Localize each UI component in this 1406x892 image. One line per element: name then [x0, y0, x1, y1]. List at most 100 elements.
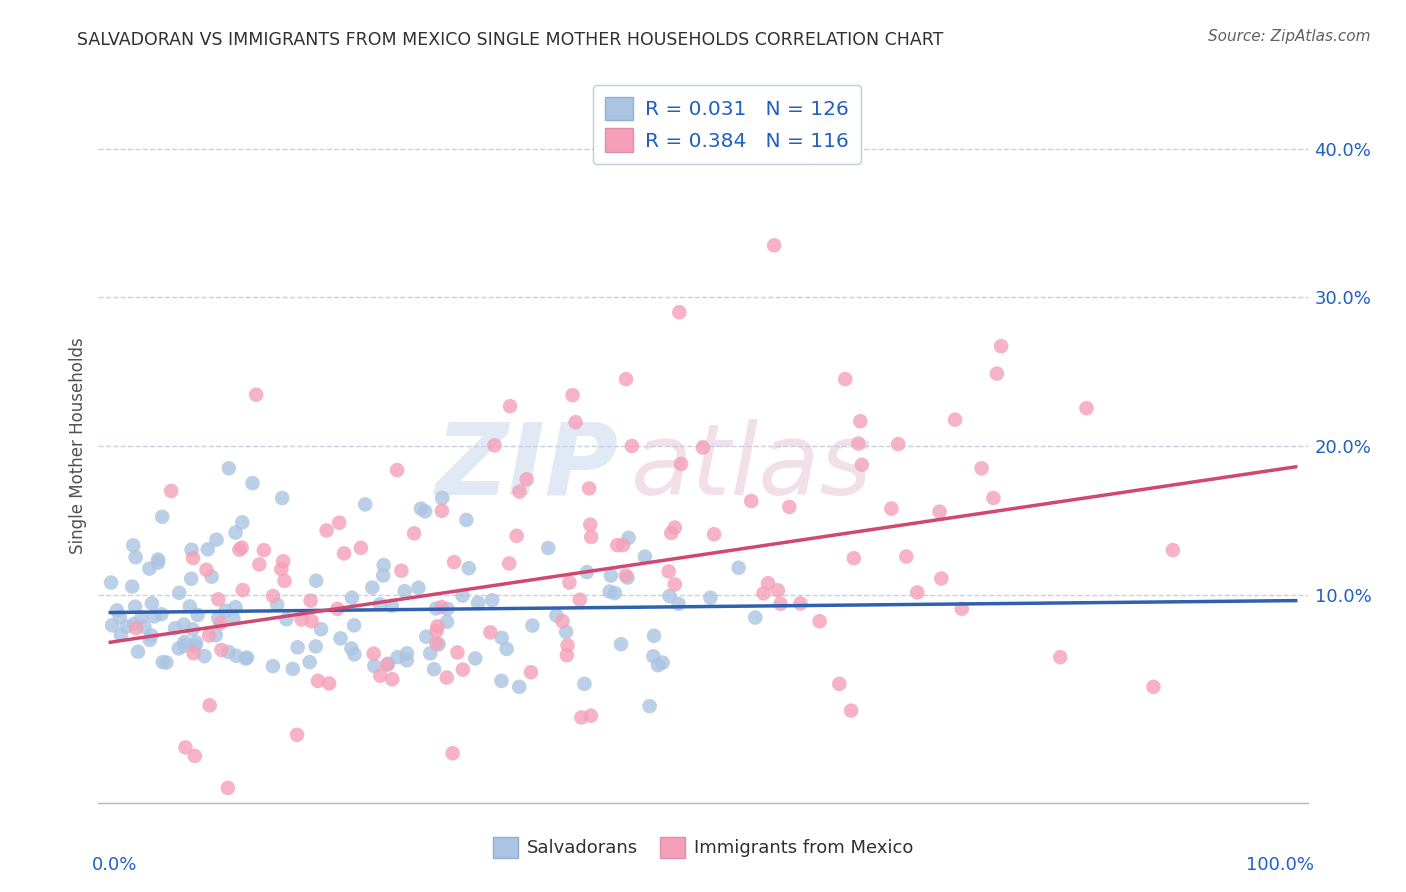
Point [131, 610, 153, 624]
Point [211, 643, 233, 657]
Point [436, 602, 458, 616]
Point [849, 414, 872, 428]
Point [522, 618, 544, 632]
Point [616, 571, 638, 585]
Point [179, 599, 201, 614]
Point [990, 339, 1012, 353]
Point [848, 436, 870, 450]
Point [395, 653, 418, 667]
Point [173, 635, 195, 649]
Point [266, 598, 288, 612]
Point [752, 586, 775, 600]
Point [184, 748, 207, 763]
Point [165, 621, 187, 635]
Point [340, 641, 363, 656]
Point [307, 673, 329, 688]
Point [950, 601, 973, 615]
Point [236, 650, 259, 665]
Point [614, 568, 637, 582]
Point [122, 616, 145, 631]
Point [457, 561, 479, 575]
Point [484, 438, 506, 452]
Point [983, 491, 1005, 505]
Point [381, 599, 404, 613]
Point [318, 676, 340, 690]
Point [569, 710, 592, 724]
Point [658, 565, 681, 579]
Point [247, 558, 270, 572]
Point [180, 572, 202, 586]
Point [340, 591, 363, 605]
Point [141, 628, 163, 642]
Point [184, 635, 207, 649]
Point [387, 650, 409, 665]
Point [232, 582, 254, 597]
Point [100, 575, 122, 590]
Point [664, 520, 686, 534]
Point [181, 551, 204, 566]
Point [402, 526, 425, 541]
Point [146, 552, 169, 566]
Point [193, 649, 215, 664]
Point [361, 581, 384, 595]
Point [520, 665, 543, 680]
Point [198, 698, 221, 713]
Point [699, 591, 721, 605]
Point [363, 647, 385, 661]
Point [789, 597, 811, 611]
Point [146, 556, 169, 570]
Point [931, 572, 953, 586]
Point [281, 662, 304, 676]
Point [659, 526, 682, 541]
Point [305, 574, 328, 588]
Point [506, 529, 529, 543]
Point [880, 501, 903, 516]
Point [207, 611, 229, 625]
Point [986, 367, 1008, 381]
Point [495, 642, 517, 657]
Point [228, 542, 250, 557]
Point [309, 622, 332, 636]
Point [432, 491, 454, 505]
Point [354, 497, 377, 511]
Point [603, 586, 626, 600]
Text: ZIP: ZIP [436, 419, 619, 516]
Point [181, 623, 204, 637]
Point [508, 680, 530, 694]
Point [769, 597, 792, 611]
Point [896, 549, 918, 564]
Point [138, 561, 160, 575]
Point [842, 551, 865, 566]
Point [242, 476, 264, 491]
Point [122, 538, 145, 552]
Point [343, 618, 366, 632]
Point [180, 542, 202, 557]
Point [425, 624, 447, 638]
Point [436, 615, 458, 629]
Point [564, 415, 586, 429]
Point [141, 596, 163, 610]
Point [614, 372, 637, 386]
Point [218, 645, 240, 659]
Point [443, 555, 465, 569]
Point [262, 589, 284, 603]
Point [377, 657, 399, 671]
Point [415, 630, 437, 644]
Point [425, 601, 447, 615]
Point [427, 637, 450, 651]
Point [371, 568, 394, 582]
Point [124, 550, 146, 565]
Point [270, 562, 292, 576]
Point [173, 639, 195, 653]
Point [385, 463, 408, 477]
Point [436, 671, 458, 685]
Point [197, 542, 219, 557]
Point [155, 656, 177, 670]
Point [287, 640, 309, 655]
Point [108, 610, 131, 624]
Point [481, 593, 503, 607]
Point [651, 656, 673, 670]
Point [905, 585, 928, 599]
Point [744, 610, 766, 624]
Point [634, 549, 657, 564]
